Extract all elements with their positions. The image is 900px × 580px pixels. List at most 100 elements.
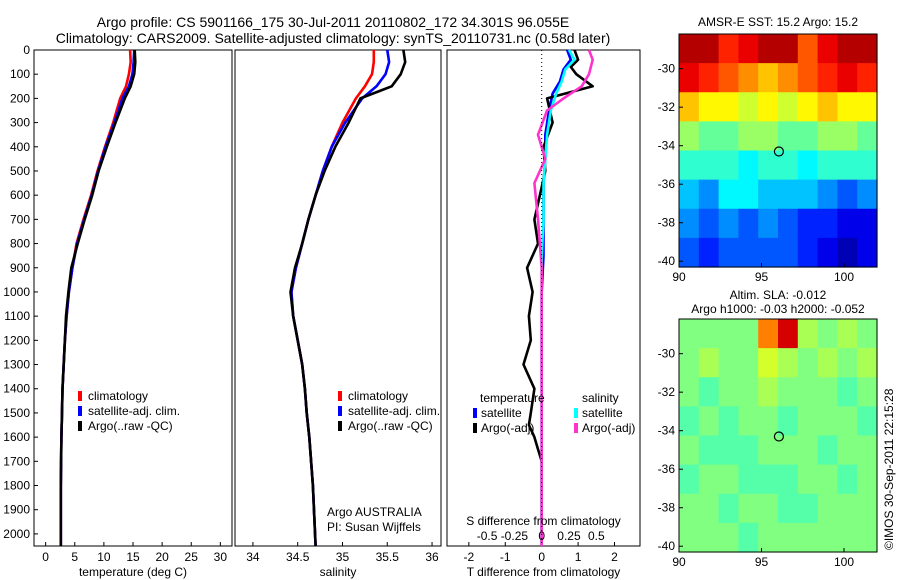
sla-map-cell [758,493,779,524]
depth-tick-label: 400 [10,140,30,154]
sst-map-cell [758,237,779,268]
sst-map-cell [817,237,838,268]
sla-map-cell [679,377,700,407]
sla-map-cell [778,435,799,466]
legend-label: satellite-adj. clim. [348,404,440,418]
depth-tick-label: 300 [10,116,30,130]
sla-map-cell [738,319,759,349]
temperature-x-tick-label: 15 [126,550,140,564]
sla-map-cell [817,493,838,524]
depth-tick-label: 500 [10,164,30,178]
sst-map-cell [857,63,878,93]
sst-map-title: AMSR-E SST: 15.2 Argo: 15.2 [698,15,858,29]
sst-map-cell [758,34,779,64]
legend-label: climatology [88,389,148,403]
sla-map-cell [698,464,720,495]
sst-map-cell [778,63,799,93]
sst-map-y-tick-label: -40 [658,254,676,268]
depth-tick-label: 1700 [3,454,30,468]
sla-map-cell [679,435,700,466]
sst-map-cell [857,121,878,152]
sla-map-cell [679,406,700,437]
sla-map-cell [857,319,878,349]
sla-map-cell [837,435,858,466]
sst-map-y-tick-label: -38 [658,216,676,230]
depth-tick-label: 0 [23,43,30,57]
sst-map-cell [837,121,858,152]
sla-map-cell [817,522,838,553]
depth-tick-label: 1000 [3,285,30,299]
sla-map-cell [817,348,838,378]
temperature-series-climatology [59,49,132,546]
sst-map-cell [738,179,759,210]
sst-map-cell [738,208,759,239]
sst-map-cell [698,63,720,93]
salinity-x-tick-label: 34 [246,550,260,564]
sst-map-cell [718,121,739,152]
sst-map-cell [857,92,878,122]
sst-map-cell [679,237,700,268]
sla-map-cell [738,435,759,466]
sst-map-cell [817,34,838,64]
sst-map-cell [837,150,858,181]
difference-x-axis-label: T difference from climatology [467,565,621,579]
sst-map-cell [758,92,779,122]
temperature-x-tick-label: 25 [185,550,199,564]
sst-map-cell [837,179,858,210]
sla-map-cell [698,522,720,553]
sla-map-cell [797,406,819,437]
annotation-pi: PI: Susan Wijffels [327,520,421,534]
depth-tick-label: 200 [10,91,30,105]
sst-map-cell [797,63,819,93]
s-diff-tick-label: -0.25 [501,529,529,543]
sst-map-cell [778,92,799,122]
sst-map-cell [738,34,759,64]
sla-map-cell [698,406,720,437]
sla-map-cell [778,377,799,407]
sst-map-y-tick-label: -32 [658,100,676,114]
sla-map-x-tick-label: 90 [672,555,686,569]
sst-map-frame [678,33,878,268]
sla-map-y-tick-label: -34 [658,424,676,438]
sla-map-cell [738,464,759,495]
depth-tick-label: 1900 [3,503,30,517]
depth-tick-label: 800 [10,237,30,251]
sst-map-cell [758,179,779,210]
depth-tick-label: 700 [10,212,30,226]
sla-map-cell [758,522,779,553]
sla-map-x-tick-label: 95 [755,555,769,569]
sla-map-title: Altim. SLA: -0.012 [730,288,827,302]
sst-map-cell [679,150,700,181]
sst-map-cell [738,237,759,268]
sst-map-cell [738,121,759,152]
sst-map-cell [718,34,739,64]
temperature-x-axis-label: temperature (deg C) [79,565,187,579]
sla-map-cell [857,493,878,524]
sla-map-cell [718,406,739,437]
temperature-series-argo-raw-qc- [59,49,137,546]
sla-map-cell [837,464,858,495]
sst-map-cell [797,208,819,239]
sla-map-cell [758,406,779,437]
sst-map-cell [837,63,858,93]
sst-map-cell [817,63,838,93]
legend-label: Argo(-adj) [582,421,635,435]
sst-map-cell [738,92,759,122]
sst-map-cell [778,121,799,152]
sst-map-cell [778,150,799,181]
sla-map-cell [797,435,819,466]
legend-temperature-heading: temperature [480,391,545,405]
temperature-x-tick-label: 0 [42,550,49,564]
sst-map-cell [698,34,720,64]
sla-map-cell [857,464,878,495]
sla-map-cell [857,522,878,553]
sla-map-cell [718,464,739,495]
salinity-x-tick-label: 34.5 [286,550,310,564]
depth-tick-label: 1400 [3,382,30,396]
sla-map-cell [738,377,759,407]
legend-label: satellite [582,406,623,420]
sla-map-cell [837,348,858,378]
difference-series-temperature-satellite [540,49,573,546]
sst-map-cell [817,150,838,181]
salinity-series-satellite-adj-clim- [290,49,391,547]
